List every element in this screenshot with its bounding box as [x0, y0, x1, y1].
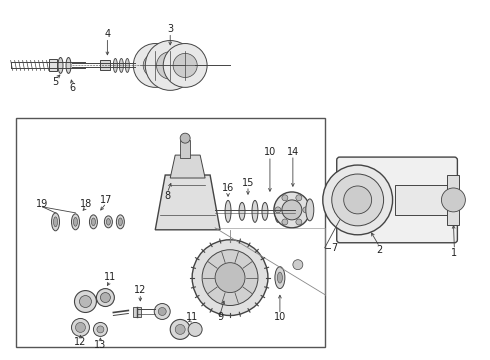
Ellipse shape — [275, 201, 281, 222]
Ellipse shape — [275, 267, 285, 289]
Circle shape — [441, 188, 466, 212]
Circle shape — [154, 303, 170, 319]
Ellipse shape — [239, 202, 245, 220]
Ellipse shape — [58, 58, 63, 73]
Circle shape — [282, 200, 302, 220]
Circle shape — [332, 174, 384, 226]
Circle shape — [74, 291, 97, 312]
Ellipse shape — [252, 201, 258, 222]
Circle shape — [97, 289, 114, 306]
Circle shape — [215, 263, 245, 293]
Circle shape — [79, 296, 92, 307]
Text: 14: 14 — [287, 147, 299, 157]
Bar — [394, 185, 454, 215]
Text: 15: 15 — [242, 178, 254, 188]
Text: 2: 2 — [376, 245, 383, 255]
Text: 12: 12 — [134, 284, 147, 294]
Ellipse shape — [306, 199, 314, 221]
Circle shape — [100, 293, 110, 302]
Ellipse shape — [262, 202, 268, 220]
Text: 13: 13 — [94, 340, 106, 350]
Ellipse shape — [120, 58, 123, 72]
Bar — [100, 60, 110, 71]
Ellipse shape — [92, 218, 96, 226]
Ellipse shape — [125, 58, 129, 72]
Ellipse shape — [74, 217, 77, 226]
Circle shape — [323, 165, 392, 235]
Bar — [133, 306, 141, 318]
Circle shape — [293, 260, 303, 270]
Text: 11: 11 — [186, 312, 198, 323]
Circle shape — [282, 195, 288, 201]
Ellipse shape — [116, 215, 124, 229]
Text: 6: 6 — [70, 84, 75, 93]
Circle shape — [296, 219, 302, 225]
Circle shape — [282, 219, 288, 225]
Circle shape — [188, 323, 202, 336]
Circle shape — [170, 319, 190, 339]
Circle shape — [97, 326, 104, 333]
Ellipse shape — [119, 218, 122, 226]
Bar — [16, 118, 325, 347]
Circle shape — [163, 44, 207, 87]
Ellipse shape — [51, 213, 59, 231]
Text: 11: 11 — [104, 272, 117, 282]
Circle shape — [303, 207, 309, 213]
Circle shape — [202, 250, 258, 306]
Circle shape — [274, 192, 310, 228]
Text: 10: 10 — [264, 147, 276, 157]
Ellipse shape — [66, 58, 71, 73]
Text: 5: 5 — [52, 77, 59, 87]
Circle shape — [94, 323, 107, 336]
Ellipse shape — [113, 58, 118, 72]
Ellipse shape — [225, 201, 231, 222]
FancyBboxPatch shape — [337, 157, 457, 243]
Text: 18: 18 — [80, 199, 93, 209]
Text: 8: 8 — [164, 191, 171, 201]
Circle shape — [156, 52, 184, 79]
Bar — [49, 59, 56, 71]
Polygon shape — [170, 155, 205, 178]
Polygon shape — [155, 175, 220, 230]
Text: 10: 10 — [274, 312, 286, 323]
Circle shape — [145, 41, 195, 90]
Ellipse shape — [104, 216, 112, 228]
Ellipse shape — [72, 214, 79, 230]
Circle shape — [343, 186, 371, 214]
Ellipse shape — [53, 217, 57, 227]
Circle shape — [192, 240, 268, 315]
Circle shape — [143, 53, 167, 77]
Circle shape — [133, 44, 177, 87]
Ellipse shape — [277, 272, 282, 283]
Bar — [180, 140, 190, 158]
Circle shape — [75, 323, 85, 332]
Text: 7: 7 — [332, 243, 338, 253]
Text: 9: 9 — [217, 312, 223, 323]
Circle shape — [180, 133, 190, 143]
Text: 4: 4 — [104, 28, 110, 39]
Circle shape — [175, 324, 185, 334]
Circle shape — [296, 195, 302, 201]
Circle shape — [158, 307, 166, 315]
Circle shape — [72, 319, 90, 336]
Ellipse shape — [90, 215, 98, 229]
Ellipse shape — [106, 219, 110, 225]
Circle shape — [173, 53, 197, 77]
Text: 3: 3 — [167, 24, 173, 33]
Text: 1: 1 — [451, 248, 458, 258]
Text: 12: 12 — [74, 337, 87, 347]
Text: 19: 19 — [36, 199, 49, 209]
Text: 17: 17 — [100, 195, 113, 205]
Text: 16: 16 — [222, 183, 234, 193]
Circle shape — [275, 207, 281, 213]
Bar — [447, 175, 460, 225]
